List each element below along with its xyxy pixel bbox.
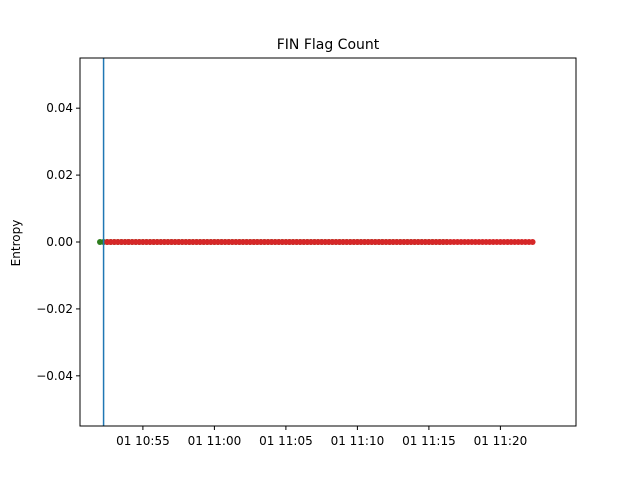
x-tick-label: 01 11:10 [331,434,385,448]
x-tick-label: 01 11:20 [474,434,528,448]
data-point [529,239,536,245]
x-tick-label: 01 11:15 [402,434,456,448]
y-axis-label: Entropy [9,220,23,267]
x-tick-label: 01 10:55 [116,434,170,448]
y-tick-label: 0.02 [46,168,73,182]
x-tick-label: 01 11:05 [259,434,313,448]
y-tick-label: 0.00 [46,235,73,249]
y-axis: 0.04 0.02 0.00 −0.02 −0.04 [36,101,80,383]
y-tick-label: −0.02 [36,302,73,316]
x-tick-label: 01 11:00 [188,434,242,448]
plot-content [97,58,536,426]
chart-title: FIN Flag Count [277,37,380,53]
series-1 [104,239,536,245]
y-tick-label: −0.04 [36,369,73,383]
y-tick-label: 0.04 [46,101,73,115]
x-axis: 01 10:55 01 11:00 01 11:05 01 11:10 01 11:15… [116,426,527,448]
